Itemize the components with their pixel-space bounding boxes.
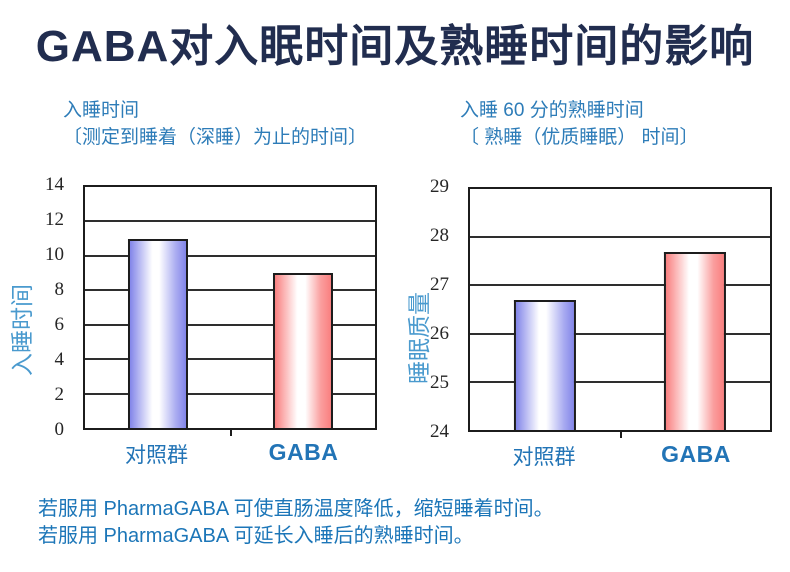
bar-对照群	[513, 299, 577, 430]
y-tick-label: 8	[54, 279, 65, 300]
category-label: 对照群	[125, 444, 188, 467]
y-tick-label: 4	[54, 349, 65, 370]
left-chart-subtitle-line2: 〔测定到睡着（深睡）为止的时间〕	[63, 127, 368, 148]
y-tick-label: 28	[430, 225, 449, 246]
footer-notes: 若服用 PharmaGABA 可使直肠温度降低，缩短睡着时间。 若服用 Phar…	[38, 496, 554, 550]
category-label: GABA	[268, 439, 339, 465]
gridline	[85, 323, 375, 326]
left-chart-subtitle: 入睡时间 〔测定到睡着（深睡）为止的时间〕	[63, 97, 367, 151]
y-tick-label: 10	[45, 244, 64, 265]
gridline	[85, 358, 375, 361]
footer-note-1: 若服用 PharmaGABA 可使直肠温度降低，缩短睡着时间。	[38, 498, 554, 520]
y-tick-label: 27	[430, 274, 449, 295]
y-tick-label: 2	[54, 384, 65, 405]
gridline	[85, 254, 375, 257]
right-chart-subtitle-line1: 入睡 60 分的熟睡时间	[460, 100, 644, 121]
y-axis-ticks: 24 25 26 27 28 29	[398, 176, 468, 442]
sleep-onset-chart: 入睡时间 0 2 4 6 8 10 12 14 对照群 GABA	[9, 174, 377, 467]
page-title: GABA对入眠时间及熟睡时间的影响	[35, 22, 755, 71]
y-tick-label: 24	[430, 421, 449, 442]
gridline	[85, 220, 375, 223]
bar-GABA	[272, 273, 333, 428]
y-tick-label: 29	[430, 176, 449, 197]
plot-area	[468, 187, 772, 438]
y-tick-label: 0	[54, 419, 65, 440]
y-tick-label: 12	[45, 209, 64, 230]
x-axis-labels: 对照群 GABA	[468, 432, 772, 474]
y-tick-label: 26	[430, 323, 449, 344]
gridline	[85, 289, 375, 292]
gridline	[470, 284, 770, 287]
gridline	[85, 392, 375, 395]
right-chart-subtitle-line2: 〔 熟睡（优质睡眠） 时间〕	[460, 127, 699, 148]
left-chart-subtitle-line1: 入睡时间	[63, 100, 140, 121]
y-tick-label: 25	[430, 372, 449, 393]
gridline	[470, 236, 770, 239]
bar-对照群	[127, 238, 188, 428]
footer-note-2: 若服用 PharmaGABA 可延长入睡后的熟睡时间。	[38, 525, 474, 547]
gridline	[470, 332, 770, 335]
bar-GABA	[663, 251, 727, 430]
y-tick-label: 14	[45, 174, 64, 195]
y-tick-label: 6	[54, 314, 65, 335]
right-chart-subtitle: 入睡 60 分的熟睡时间 〔 熟睡（优质睡眠） 时间〕	[460, 97, 699, 151]
plot-area	[83, 185, 377, 436]
gridline	[470, 380, 770, 383]
category-label: 对照群	[512, 446, 576, 469]
category-label: GABA	[661, 441, 731, 467]
x-axis-labels: 对照群 GABA	[83, 430, 377, 472]
y-axis-ticks: 0 2 4 6 8 10 12 14	[13, 174, 83, 440]
deep-sleep-chart: 睡眠质量 24 25 26 27 28 29 对照群 GABA	[406, 176, 772, 469]
